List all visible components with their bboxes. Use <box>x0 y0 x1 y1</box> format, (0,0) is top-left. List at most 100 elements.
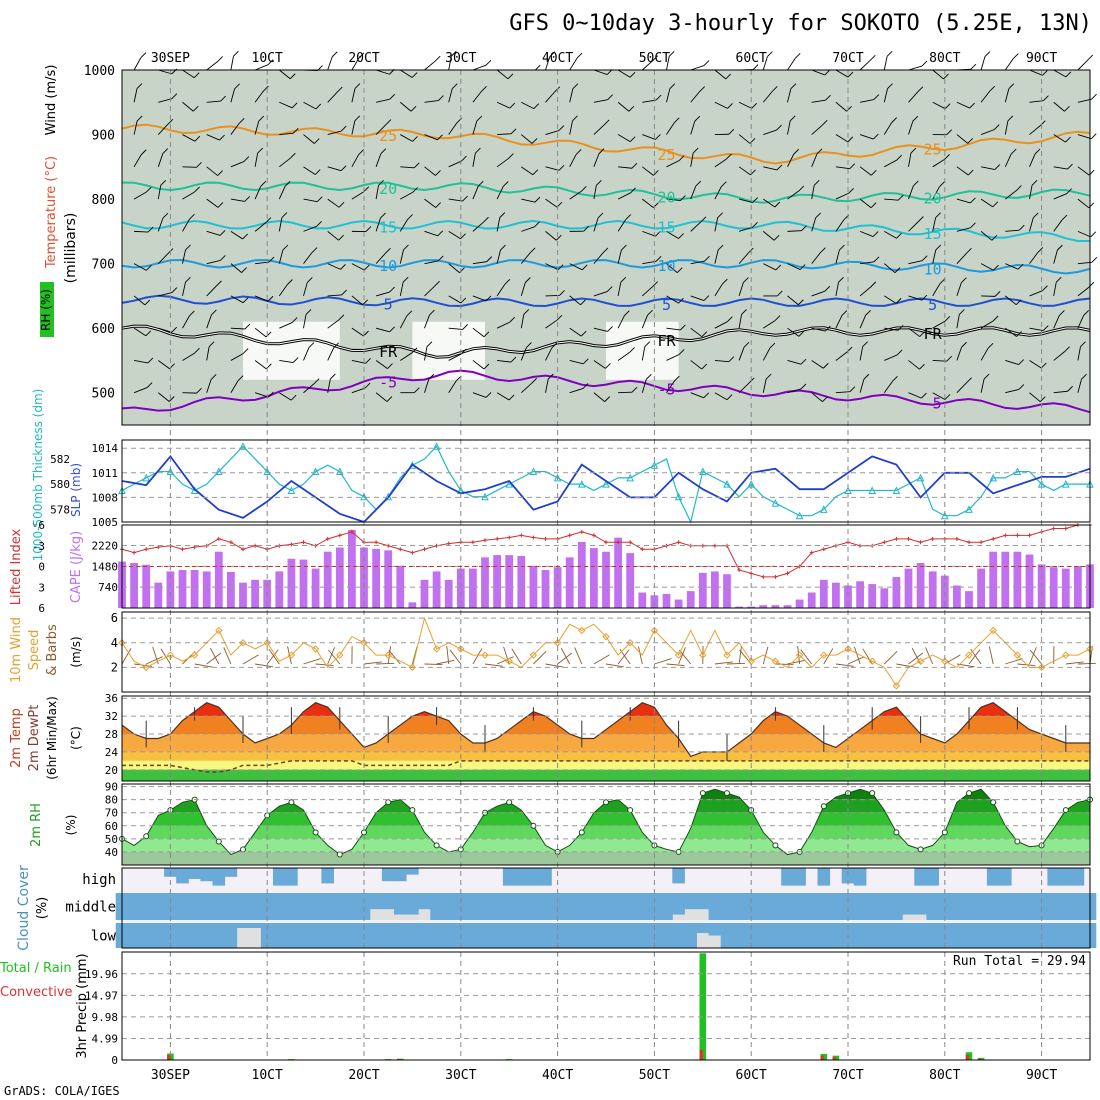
upper-wind-barb-flag <box>676 267 683 273</box>
rh-axis-label: RH (%) <box>39 289 53 331</box>
wind-speed-point <box>190 651 199 659</box>
upper-wind-barb-flag <box>219 230 226 236</box>
temp-low-band <box>122 769 1090 781</box>
upper-wind-barb <box>400 101 412 112</box>
upper-wind-barb-flag <box>678 349 685 355</box>
upper-wind-barb-flag <box>380 148 387 154</box>
upper-wind-barb <box>1053 134 1066 143</box>
upper-wind-barb <box>497 360 512 363</box>
cloud-cover-bar <box>805 893 818 920</box>
upper-wind-barb-flag <box>583 225 590 232</box>
cloud-cover-bar <box>176 923 189 948</box>
upper-wind-barb-flag <box>1039 396 1046 403</box>
upper-wind-barb-flag <box>220 95 226 102</box>
li-point <box>180 547 185 552</box>
upper-wind-barb-flag <box>502 181 509 187</box>
upper-wind-barb-flag <box>966 248 972 254</box>
cloud-cover-bar <box>1071 923 1085 948</box>
upper-wind-barb-flag <box>292 127 299 134</box>
cloud-cover-bar <box>539 923 552 948</box>
upper-wind-barb-flag <box>338 234 344 241</box>
upper-wind-barb-flag <box>606 286 613 292</box>
upper-wind-barb <box>230 88 236 103</box>
upper-wind-barb-flag <box>1091 93 1097 100</box>
cape-bar <box>384 550 393 608</box>
upper-wind-barb <box>206 259 221 265</box>
cloud-cover-bar <box>515 923 528 948</box>
upper-wind-barb-flag <box>644 341 651 347</box>
upper-wind-barb <box>158 392 170 402</box>
cloud-cover-bar <box>720 923 734 948</box>
cloud-cover-bar <box>466 923 480 948</box>
cloud-cover-bar <box>926 893 939 920</box>
upper-wind-barb <box>1005 295 1017 306</box>
upper-wind-barb <box>182 69 195 79</box>
rh-point <box>506 799 513 806</box>
upper-wind-barb <box>448 263 460 273</box>
upper-wind-barb-flag <box>477 180 484 187</box>
upper-wind-barb-flag <box>655 94 662 101</box>
upper-wind-barb <box>1029 69 1043 76</box>
upper-wind-barb <box>738 382 750 394</box>
upper-wind-barb-flag <box>196 387 202 394</box>
thickness-point <box>360 492 368 501</box>
temp-contour-label: 10 <box>379 257 397 275</box>
upper-wind-barb <box>593 153 600 167</box>
cloud-cover-bar <box>539 868 552 886</box>
upper-wind-barb <box>617 101 630 112</box>
upper-wind-barb-flag <box>752 64 759 70</box>
upper-wind-barb <box>1053 69 1067 78</box>
cloud-cover-bar <box>430 923 443 948</box>
upper-wind-barb-flag <box>507 73 514 80</box>
bottom-tick-label: 90CT <box>1026 1068 1057 1083</box>
cloud-cover-bar <box>744 893 758 920</box>
upper-wind-barb <box>641 286 653 297</box>
thickness-panel-frame <box>121 439 1091 523</box>
upper-wind-barb <box>1005 360 1019 365</box>
upper-wind-barb <box>303 347 310 361</box>
cape-bar <box>856 581 864 608</box>
upper-wind-barb <box>811 99 826 103</box>
upper-wind-barb-flag <box>192 105 199 112</box>
wind-barb <box>714 661 733 665</box>
upper-wind-barb-flag <box>410 105 417 112</box>
cape-bar <box>965 591 973 608</box>
cloud-cover-bar <box>466 893 480 920</box>
upper-wind-barb <box>811 327 826 332</box>
upper-wind-barb-flag <box>1091 257 1098 263</box>
cape-bar <box>517 555 526 608</box>
wind-barb <box>574 647 583 665</box>
wind-barb <box>797 646 801 665</box>
upper-wind-barb-flag <box>873 94 880 100</box>
upper-wind-barb-flag <box>316 221 322 227</box>
top-tick-label: 40CT <box>542 51 573 66</box>
upper-wind-barb <box>303 314 307 329</box>
cloud-cover-bar <box>793 893 806 920</box>
li-point <box>882 540 887 545</box>
upper-wind-barb-flag <box>558 125 565 131</box>
upper-wind-barb-flag <box>438 95 444 101</box>
cape-bar <box>940 575 949 608</box>
upper-wind-barb-flag <box>863 373 870 380</box>
upper-wind-barb-flag <box>389 286 395 293</box>
upper-wind-barb <box>1029 252 1039 264</box>
upper-wind-barb <box>278 217 283 232</box>
upper-wind-barb <box>569 57 578 71</box>
upper-wind-barb-flag <box>437 134 443 141</box>
upper-wind-barb-flag <box>776 290 783 297</box>
upper-wind-barb-flag <box>674 375 680 382</box>
cape-bar <box>832 582 840 608</box>
precip-total-label: Total / Rain <box>0 961 72 976</box>
upper-wind-barb <box>932 217 937 232</box>
upper-wind-barb-flag <box>237 375 244 382</box>
upper-wind-barb <box>206 198 219 208</box>
upper-wind-barb-flag <box>580 299 586 306</box>
cloud-cover-bar <box>369 893 383 910</box>
upper-wind-barb-flag <box>500 244 506 251</box>
cloud-cover-bar <box>623 923 637 948</box>
upper-wind-barb <box>738 134 751 144</box>
rh-point <box>724 790 730 797</box>
cloud-cover-bar <box>974 893 988 920</box>
upper-wind-barb <box>641 315 648 329</box>
